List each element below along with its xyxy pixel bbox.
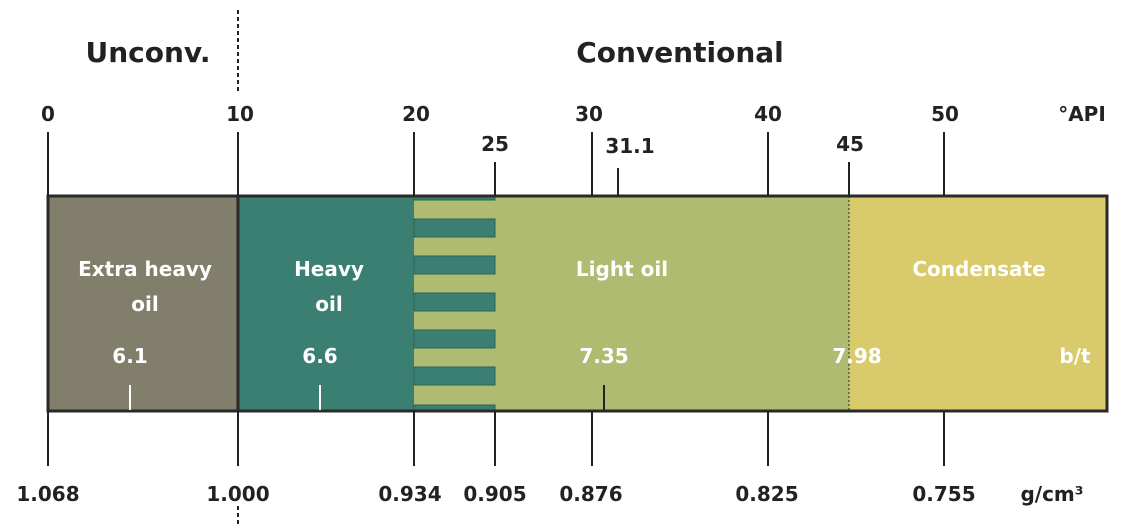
density-tick-label: 1.068 (16, 482, 79, 506)
bt-unit: b/t (1059, 344, 1091, 368)
diagram-frame (46, 194, 1109, 413)
category-name: Condensate (912, 257, 1045, 281)
density-tick-label: 0.905 (463, 482, 526, 506)
api-tick-label: 10 (226, 102, 254, 126)
density-tick-label: 0.934 (378, 482, 441, 506)
bt-value: 7.35 (579, 344, 628, 368)
bt-value: 6.1 (112, 344, 147, 368)
api-tick-label: 31.1 (605, 134, 654, 158)
api-tick-label: 45 (836, 132, 864, 156)
band-extra-heavy-oil (48, 196, 238, 411)
api-tick-label: 40 (754, 102, 782, 126)
density-tick-label: 1.000 (206, 482, 269, 506)
transition-zone (413, 195, 496, 412)
category-name: Heavy (294, 257, 364, 281)
unconventional-label: Unconv. (85, 36, 210, 69)
band-condensate (849, 196, 1107, 411)
category-name: Extra heavy (78, 257, 212, 281)
category-name: oil (315, 292, 342, 316)
bt-value: 7.98 (832, 344, 881, 368)
api-tick-lines (47, 132, 945, 196)
density-tick-label: 0.876 (559, 482, 622, 506)
api-tick-label: 30 (575, 102, 603, 126)
api-unit-label: °API (1058, 102, 1106, 126)
api-tick-label: 50 (931, 102, 959, 126)
bt-value: 6.6 (302, 344, 337, 368)
density-unit-label: g/cm³ (1020, 482, 1083, 506)
api-tick-label: 0 (41, 102, 55, 126)
density-tick-label: 0.755 (912, 482, 975, 506)
category-name: oil (131, 292, 158, 316)
band-light-oil (495, 196, 849, 411)
density-tick-label: 0.825 (735, 482, 798, 506)
conventional-label: Conventional (576, 36, 784, 69)
api-tick-label: 20 (402, 102, 430, 126)
category-name: Light oil (576, 257, 668, 281)
density-tick-lines (47, 411, 945, 466)
api-tick-label: 25 (481, 132, 509, 156)
